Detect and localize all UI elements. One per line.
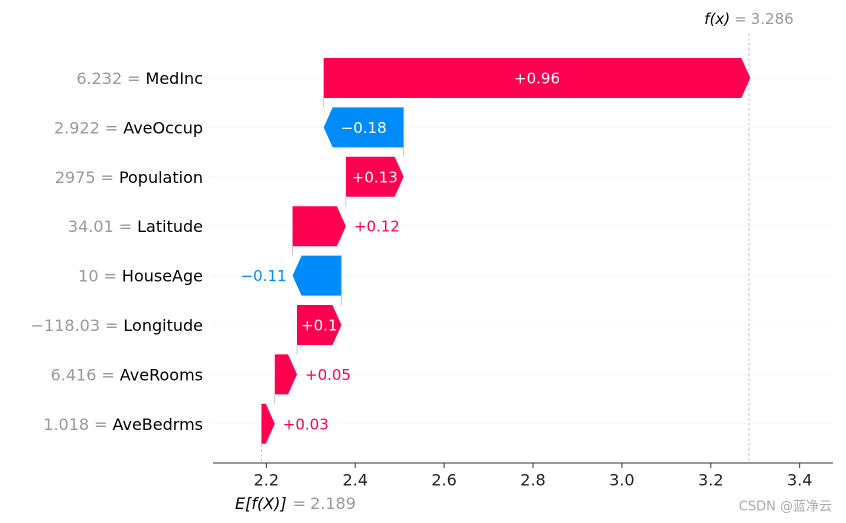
bar xyxy=(297,305,342,345)
value-label: +0.12 xyxy=(354,218,400,236)
bar xyxy=(292,206,346,247)
x-tick-label: 3.0 xyxy=(609,471,634,490)
separator: = xyxy=(734,10,747,28)
value-label: +0.03 xyxy=(283,415,329,433)
separator: = xyxy=(127,69,140,88)
separator: = xyxy=(94,414,107,433)
bar xyxy=(345,156,404,197)
feature-name: AveBedrms xyxy=(112,414,203,433)
feature-value: 6.416 xyxy=(51,365,97,384)
value-label: −0.11 xyxy=(241,267,287,285)
bar xyxy=(274,354,297,395)
bar xyxy=(292,255,342,296)
separator: = xyxy=(101,167,114,186)
feature-label: 6.416 = AveRooms xyxy=(51,365,203,384)
final-value: 3.286 xyxy=(751,10,794,28)
bar xyxy=(323,107,404,148)
separator: = xyxy=(293,494,306,513)
watermark: CSDN @蓝净云 xyxy=(739,500,832,515)
x-tick-label: 3.2 xyxy=(698,471,723,490)
final-label: f(x) = 3.286 xyxy=(704,10,793,28)
feature-label: −118.03 = Longitude xyxy=(31,316,203,335)
feature-value: 6.232 xyxy=(76,69,122,88)
value-label: +0.05 xyxy=(305,366,351,384)
feature-name: HouseAge xyxy=(122,266,203,285)
feature-label: 6.232 = MedInc xyxy=(76,69,203,88)
x-tick-label: 3.4 xyxy=(787,471,812,490)
feature-label: 10 = HouseAge xyxy=(78,266,203,285)
feature-value: 1.018 xyxy=(43,414,89,433)
separator: = xyxy=(101,365,114,384)
feature-name: Population xyxy=(119,167,203,186)
value-label: +0.1 xyxy=(301,317,337,335)
feature-label: 1.018 = AveBedrms xyxy=(43,414,203,433)
feature-name: MedInc xyxy=(146,69,203,88)
feature-label: 34.01 = Latitude xyxy=(68,217,203,236)
x-tick-label: 2.2 xyxy=(254,471,279,490)
separator: = xyxy=(104,266,117,285)
feature-value: 10 xyxy=(78,266,98,285)
final-name: f(x) xyxy=(704,10,730,28)
base-name: E[f(X)] xyxy=(235,494,287,513)
feature-value: −118.03 xyxy=(31,316,100,335)
x-tick-label: 2.6 xyxy=(431,471,456,490)
feature-label: 2975 = Population xyxy=(55,167,203,186)
separator: = xyxy=(119,217,132,236)
base-value: 2.189 xyxy=(310,494,356,513)
feature-value: 34.01 xyxy=(68,217,114,236)
feature-name: AveRooms xyxy=(120,365,203,384)
feature-value: 2.922 xyxy=(54,118,100,137)
feature-name: Longitude xyxy=(123,316,203,335)
separator: = xyxy=(105,118,118,137)
feature-name: Latitude xyxy=(137,217,203,236)
bar xyxy=(323,58,751,98)
bar xyxy=(261,403,275,444)
value-label: −0.18 xyxy=(341,119,387,137)
value-label: +0.13 xyxy=(352,168,398,186)
feature-label: 2.922 = AveOccup xyxy=(54,118,203,137)
x-tick-label: 2.8 xyxy=(520,471,545,490)
feature-value: 2975 xyxy=(55,167,96,186)
x-tick-label: 2.4 xyxy=(342,471,367,490)
feature-name: AveOccup xyxy=(123,118,203,137)
value-label: +0.96 xyxy=(514,70,560,88)
separator: = xyxy=(105,316,118,335)
base-label: E[f(X)] = 2.189 xyxy=(235,494,356,513)
